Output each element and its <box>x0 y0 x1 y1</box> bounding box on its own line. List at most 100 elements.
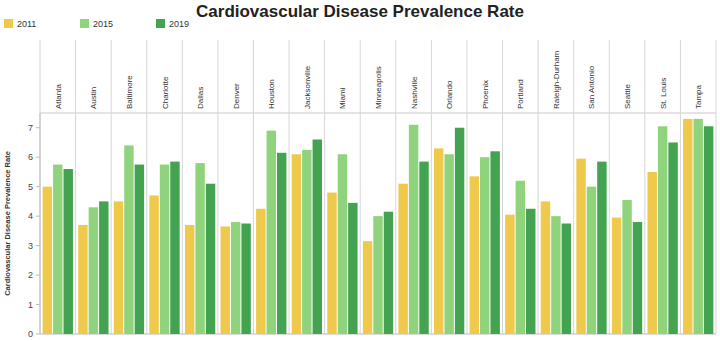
facet-divider <box>360 40 361 334</box>
bar <box>409 125 418 334</box>
bar <box>277 153 286 334</box>
category-label: Miami <box>338 87 347 109</box>
header-border <box>40 113 716 114</box>
facet-divider <box>716 40 717 334</box>
facet-divider <box>466 40 467 334</box>
facet-divider <box>182 40 183 334</box>
bars <box>43 119 714 334</box>
y-tick-label: 1 <box>28 300 33 310</box>
title: Cardiovascular Disease Prevalence Rate <box>196 2 524 21</box>
y-tick-label: 4 <box>28 211 33 221</box>
bar <box>99 201 108 334</box>
y-tick <box>36 216 40 217</box>
bar <box>576 159 585 334</box>
chart: Cardiovascular Disease Prevalence Rate 2 0… <box>0 0 720 341</box>
bar <box>348 203 357 334</box>
bar <box>551 216 560 334</box>
category-label: Austin <box>89 87 98 109</box>
y-tick-label: 0 <box>28 329 33 339</box>
facet-divider <box>644 40 645 334</box>
legend-swatch <box>156 19 165 28</box>
facet-divider <box>395 40 396 334</box>
bar <box>658 126 667 334</box>
bar <box>124 145 133 334</box>
facet-divider <box>324 40 325 334</box>
bar <box>149 196 158 334</box>
facet-divider <box>573 40 574 334</box>
legend-swatch <box>80 19 89 28</box>
bar <box>89 207 98 334</box>
facet-divider <box>609 40 610 334</box>
category-label: Phoenix <box>481 80 490 109</box>
bar <box>434 148 443 334</box>
y-tick-label: 2 <box>28 270 33 280</box>
bar <box>587 187 596 334</box>
bar <box>302 150 311 334</box>
y-tick <box>36 245 40 246</box>
bar <box>526 209 535 334</box>
bar <box>135 165 144 334</box>
bar <box>633 222 642 334</box>
y-tick <box>36 186 40 187</box>
category-label: Charlotte <box>161 76 170 109</box>
bar <box>647 172 656 334</box>
category-label: Dallas <box>196 87 205 109</box>
bar <box>516 181 525 334</box>
bar <box>43 187 52 334</box>
category-label: San Antonio <box>587 65 596 109</box>
bar <box>241 224 250 335</box>
bar <box>693 119 702 334</box>
y-tick <box>36 157 40 158</box>
bar <box>206 184 215 334</box>
bar <box>505 215 514 334</box>
bar <box>327 193 336 334</box>
bar <box>490 151 499 334</box>
bar <box>373 216 382 334</box>
category-label: Seattle <box>623 84 632 109</box>
bar <box>53 165 62 334</box>
y-tick <box>36 334 40 335</box>
bar <box>541 201 550 334</box>
bar <box>64 169 73 334</box>
category-label: Orlando <box>445 80 454 109</box>
facet-divider <box>253 40 254 334</box>
category-label: Atlanta <box>54 84 63 109</box>
category-label: Denver <box>232 83 241 109</box>
bar <box>267 131 276 334</box>
legend-swatch <box>4 19 13 28</box>
y-axis-label: Cardiovascular Disease Prevalence Rate <box>3 151 12 296</box>
bar <box>668 142 677 334</box>
bar <box>683 119 692 334</box>
category-label: Nashville <box>410 76 419 109</box>
bar <box>256 209 265 334</box>
y-tick <box>36 127 40 128</box>
bar <box>363 241 372 334</box>
facet-divider <box>431 40 432 334</box>
bar <box>704 126 713 334</box>
facet-divider <box>111 40 112 334</box>
bar <box>444 154 453 334</box>
category-label: Minneapolis <box>374 66 383 109</box>
category-label: Baltimore <box>125 75 134 109</box>
category-label: Houston <box>267 79 276 109</box>
facet-divider <box>146 40 147 334</box>
bar <box>384 212 393 334</box>
facet-divider <box>502 40 503 334</box>
facet-divider <box>217 40 218 334</box>
bar <box>455 128 464 334</box>
y-tick <box>36 275 40 276</box>
bar <box>114 201 123 334</box>
category-label: St. Louis <box>659 78 668 109</box>
bar <box>170 162 179 334</box>
bar <box>292 154 301 334</box>
bar <box>221 226 230 334</box>
bar <box>470 176 479 334</box>
bar <box>160 165 169 334</box>
y-axis <box>40 113 41 334</box>
bar <box>398 184 407 334</box>
bar <box>338 154 347 334</box>
facet-divider <box>538 40 539 334</box>
y-tick <box>36 304 40 305</box>
bar <box>231 222 240 334</box>
facet-divider <box>75 40 76 334</box>
